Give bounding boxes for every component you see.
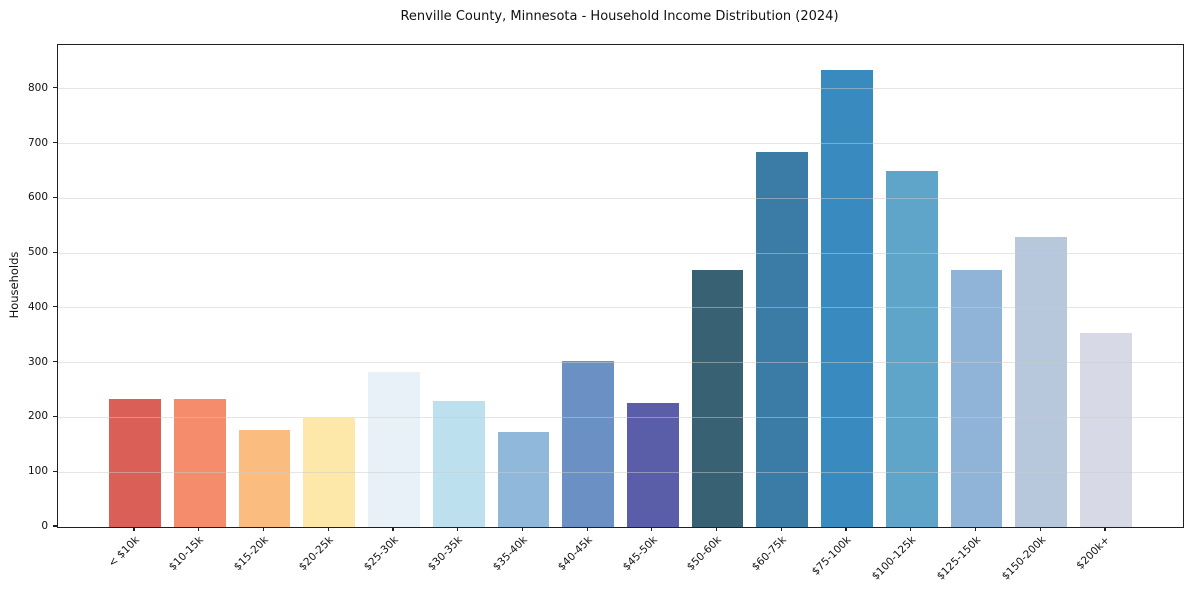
x-tick-label-12: $100-125k [869, 534, 919, 583]
x-axis-labels: < $10k $10-15k $15-20k $20-25k $25-30k $30-35… [57, 527, 1182, 589]
x-tick-10 [780, 527, 782, 532]
y-tick-200 [52, 415, 57, 418]
bar-40-45k [562, 360, 615, 527]
x-tick-4 [392, 527, 394, 532]
y-tick-label-0: 0 [41, 520, 48, 532]
y-tick-label-100: 100 [27, 465, 48, 478]
gridline-y-500 [58, 252, 1183, 254]
y-tick-700 [52, 141, 57, 144]
x-tick-label-2: $15-20k [231, 534, 271, 574]
x-tick-12 [910, 527, 912, 532]
x-tick-1 [198, 527, 200, 532]
y-tick-label-200: 200 [27, 410, 48, 423]
y-tick-800 [52, 87, 57, 89]
bar-35-40k [497, 431, 550, 527]
bar-60-75k [756, 151, 809, 527]
bar-10-15k [173, 399, 226, 527]
x-tick-label-10: $60-75k [749, 534, 789, 574]
y-tick-label-600: 600 [27, 191, 48, 204]
bar-30-35k [432, 400, 485, 527]
x-tick-7 [586, 527, 588, 532]
gridline-y-100 [58, 471, 1183, 473]
y-tick-label-300: 300 [27, 355, 48, 368]
x-tick-3 [327, 527, 329, 532]
x-tick-11 [845, 527, 847, 532]
chart-title: Renville County, Minnesota - Household I… [400, 9, 839, 24]
gridline-y-200 [58, 416, 1183, 418]
gridline-y-700 [58, 143, 1183, 145]
x-tick-label-13: $125-150k [934, 534, 984, 583]
x-tick-label-9: $50-60k [685, 534, 725, 574]
x-tick-9 [715, 527, 718, 532]
plot-area [57, 44, 1184, 528]
y-tick-300 [52, 361, 57, 363]
y-tick-label-400: 400 [27, 300, 48, 313]
x-tick-14 [1039, 527, 1041, 532]
gridline-y-800 [58, 88, 1183, 90]
x-tick-2 [262, 527, 265, 532]
y-tick-100 [52, 470, 57, 472]
x-tick-6 [521, 527, 523, 532]
y-tick-500 [52, 251, 57, 253]
x-tick-label-14: $150-200k [999, 534, 1048, 583]
y-tick-0 [52, 525, 57, 527]
bar-150-200k [1015, 236, 1068, 527]
bar-10k [109, 399, 161, 527]
x-tick-label-1: $10-15k [167, 534, 207, 574]
x-tick-label-15: $200k+ [1074, 534, 1113, 572]
x-tick-label-0: < $10k [105, 534, 142, 570]
bar-50-60k [691, 269, 744, 527]
gridline-y-400 [58, 307, 1183, 309]
bar-100-125k [885, 171, 938, 527]
x-tick-15 [1104, 527, 1106, 532]
y-tick-label-500: 500 [27, 246, 48, 259]
y-tick-label-700: 700 [27, 136, 48, 149]
y-tick-600 [52, 196, 57, 198]
gridline-y-600 [58, 197, 1183, 199]
x-tick-label-5: $30-35k [426, 534, 466, 574]
bar-75-100k [821, 70, 873, 527]
x-tick-label-4: $25-30k [361, 534, 401, 574]
y-tick-label-800: 800 [27, 81, 48, 94]
x-tick-0 [133, 527, 135, 532]
x-tick-label-3: $20-25k [296, 534, 336, 574]
x-tick-label-11: $75-100k [809, 534, 854, 578]
bar-15-20k [238, 429, 291, 527]
gridline-y-300 [58, 362, 1183, 364]
x-tick-label-8: $45-50k [620, 534, 660, 574]
y-tick-400 [52, 306, 57, 308]
x-tick-5 [457, 527, 459, 532]
x-tick-8 [651, 527, 653, 532]
x-tick-label-6: $35-40k [490, 534, 530, 574]
bar-45-50k [626, 403, 679, 527]
x-tick-13 [974, 527, 977, 532]
x-tick-label-7: $40-45k [555, 534, 595, 574]
bar-25-30k [368, 372, 420, 527]
bar-200k+ [1080, 332, 1132, 527]
bar-125-150k [950, 269, 1003, 527]
